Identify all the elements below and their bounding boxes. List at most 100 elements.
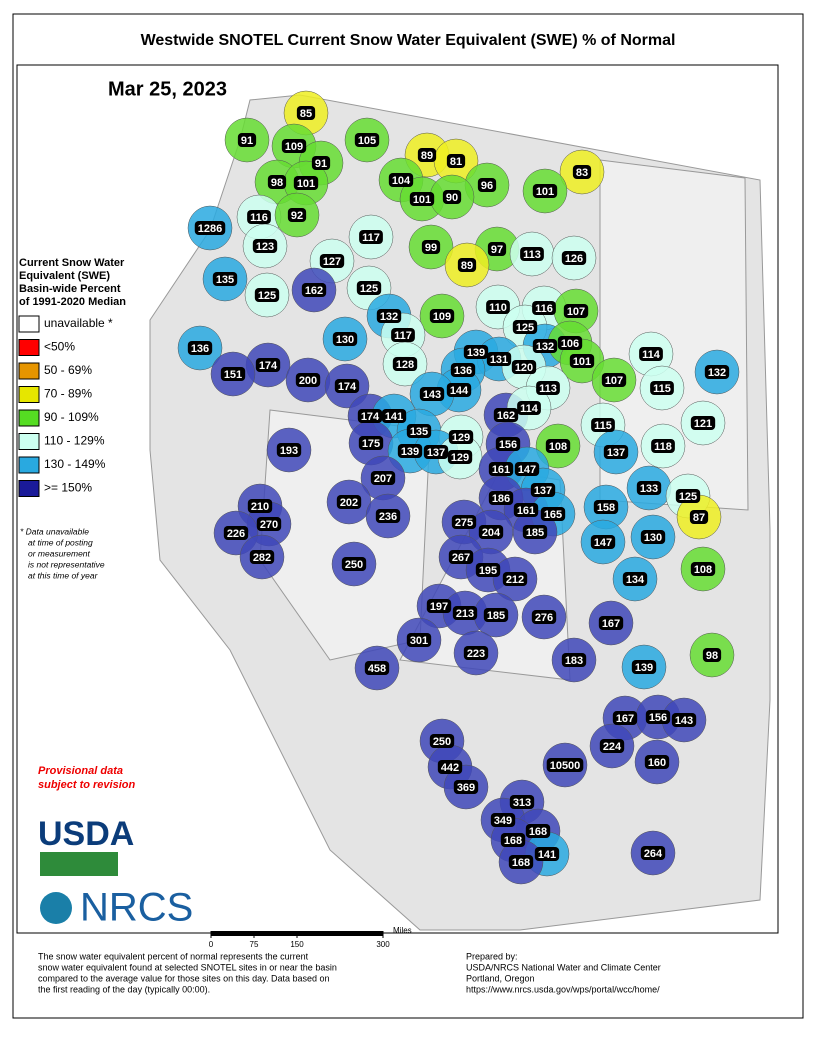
basin-value: 89 <box>421 150 433 162</box>
basin-label-box <box>423 445 449 459</box>
legend-note: is not representative <box>28 559 105 569</box>
basin-value: 131 <box>490 354 508 366</box>
basin-label-box <box>612 711 638 725</box>
provisional: Provisional data <box>38 765 123 777</box>
basin-value: 133 <box>640 483 658 495</box>
basin-value: 313 <box>513 797 531 809</box>
basin-value: 174 <box>361 411 380 423</box>
basin-value: 162 <box>305 285 323 297</box>
usda-logo: USDA <box>38 815 134 853</box>
basin-label-box <box>532 339 558 353</box>
basin-value: 115 <box>594 420 612 432</box>
basin-label-box <box>603 445 629 459</box>
basin-value: 106 <box>561 338 579 350</box>
legend-label: <50% <box>44 340 75 354</box>
basin-label-box <box>421 240 441 254</box>
basin-value: 168 <box>512 857 530 869</box>
legend-swatch <box>18 480 40 497</box>
basin-value: 204 <box>482 527 501 539</box>
basin-label-box <box>545 439 571 453</box>
basin-value: 161 <box>492 464 510 476</box>
legend-note: at this time of year <box>28 570 99 580</box>
scale-label: 75 <box>250 940 259 949</box>
basin-value: 174 <box>259 360 278 372</box>
basin-value: 132 <box>380 311 398 323</box>
prepared-by: https://www.nrcs.usda.gov/wps/portal/wcc… <box>466 984 660 994</box>
basin-value: 167 <box>602 618 620 630</box>
nrcs-drop <box>40 892 72 924</box>
basin-label-box <box>359 230 383 244</box>
basin-label-box <box>671 713 697 727</box>
basin-label-box <box>448 430 474 444</box>
basin-label-box <box>391 328 415 342</box>
legend-title: of 1991-2020 Median <box>19 296 126 308</box>
basin-label-box <box>509 795 535 809</box>
basin-value: 98 <box>706 650 718 662</box>
title: Westwide SNOTEL Current Snow Water Equiv… <box>141 32 676 49</box>
basin-label-box <box>644 755 670 769</box>
basin-label-box <box>502 572 528 586</box>
basin-value: 116 <box>535 303 553 315</box>
basin-label-box <box>488 491 514 505</box>
scale-unit: Miles <box>393 926 412 935</box>
basin-label-box <box>645 710 671 724</box>
basin-value: 139 <box>635 662 653 674</box>
basin-label-box <box>651 439 675 453</box>
basin-value: 147 <box>594 537 612 549</box>
basin-label-box <box>557 336 583 350</box>
basin-label-box <box>590 535 616 549</box>
basin-label-box <box>453 780 479 794</box>
basin-label-box <box>194 221 226 235</box>
basin-value: 158 <box>597 502 615 514</box>
basin-label-box <box>381 409 407 423</box>
basin-label-box <box>702 648 722 662</box>
basin-value: 130 <box>336 334 354 346</box>
legend-note: or measurement <box>28 548 91 558</box>
basin-value: 118 <box>654 441 672 453</box>
basin-value: 139 <box>401 446 419 458</box>
legend-label: 70 - 89% <box>44 387 92 401</box>
basin-label-box <box>392 357 418 371</box>
basin-value: 134 <box>626 574 645 586</box>
basin-value: 270 <box>260 519 278 531</box>
basin-label-box <box>446 154 466 168</box>
legend-note: * Data unavailable <box>20 526 89 536</box>
basin-label-box <box>446 383 472 397</box>
basin-label-box <box>256 517 282 531</box>
basin-label-box <box>406 633 432 647</box>
basin-label-box <box>488 462 514 476</box>
basin-value: 212 <box>506 574 524 586</box>
basin-value: 85 <box>300 108 312 120</box>
legend-title: Basin-wide Percent <box>19 283 121 295</box>
basin-value: 282 <box>253 552 271 564</box>
basin-value: 139 <box>467 347 485 359</box>
basin-label-box <box>495 437 521 451</box>
basin-label-box <box>572 165 592 179</box>
basin-label-box <box>622 572 648 586</box>
basin-value: 97 <box>491 244 503 256</box>
basin-label-box <box>689 510 709 524</box>
scale-label: 150 <box>290 940 304 949</box>
basin-value: 127 <box>323 256 341 268</box>
basin-value: 250 <box>433 736 451 748</box>
legend-label: 50 - 69% <box>44 363 92 377</box>
basin-value: 369 <box>457 782 475 794</box>
basin-label-box <box>475 563 501 577</box>
basin-label-box <box>388 173 414 187</box>
basin-label-box <box>287 208 307 222</box>
basin-label-box <box>534 847 560 861</box>
basin-label-box <box>417 148 437 162</box>
basin-value: 162 <box>497 410 515 422</box>
basin-label-box <box>530 483 556 497</box>
basin-label-box <box>336 495 362 509</box>
basin-label-box <box>255 358 281 372</box>
basin-value: 167 <box>616 713 634 725</box>
basin-label-box <box>281 139 307 153</box>
basin-label-box <box>593 500 619 514</box>
basin-label-box <box>247 499 273 513</box>
basin-label-box <box>254 288 280 302</box>
basin-label-box <box>525 824 551 838</box>
basin-label-box <box>295 373 321 387</box>
basin-value: 132 <box>708 367 726 379</box>
